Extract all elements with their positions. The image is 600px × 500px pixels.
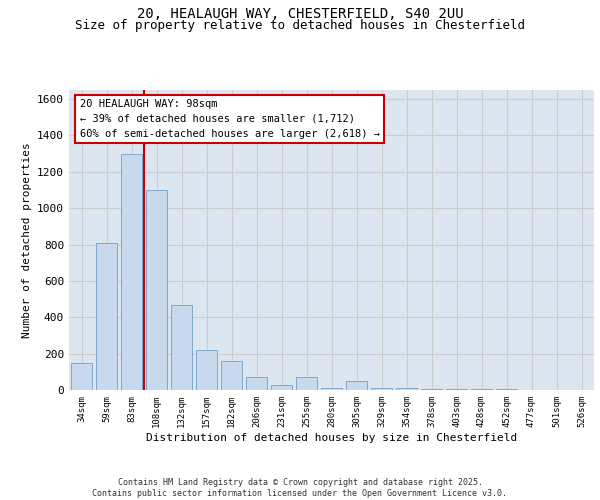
Bar bbox=[446, 389, 467, 390]
Text: Contains HM Land Registry data © Crown copyright and database right 2025.
Contai: Contains HM Land Registry data © Crown c… bbox=[92, 478, 508, 498]
X-axis label: Distribution of detached houses by size in Chesterfield: Distribution of detached houses by size … bbox=[146, 432, 517, 442]
Bar bbox=[146, 190, 167, 390]
Bar bbox=[246, 378, 267, 390]
Bar bbox=[396, 388, 417, 390]
Y-axis label: Number of detached properties: Number of detached properties bbox=[22, 142, 32, 338]
Bar bbox=[346, 381, 367, 390]
Bar bbox=[221, 361, 242, 390]
Text: 20, HEALAUGH WAY, CHESTERFIELD, S40 2UU: 20, HEALAUGH WAY, CHESTERFIELD, S40 2UU bbox=[137, 8, 463, 22]
Bar bbox=[321, 388, 342, 390]
Bar bbox=[171, 304, 192, 390]
Bar bbox=[271, 384, 292, 390]
Bar bbox=[371, 388, 392, 390]
Bar bbox=[96, 242, 117, 390]
Text: Size of property relative to detached houses in Chesterfield: Size of property relative to detached ho… bbox=[75, 18, 525, 32]
Text: 20 HEALAUGH WAY: 98sqm
← 39% of detached houses are smaller (1,712)
60% of semi-: 20 HEALAUGH WAY: 98sqm ← 39% of detached… bbox=[79, 99, 380, 138]
Bar bbox=[71, 362, 92, 390]
Bar bbox=[196, 350, 217, 390]
Bar bbox=[421, 389, 442, 390]
Bar bbox=[296, 378, 317, 390]
Bar bbox=[121, 154, 142, 390]
